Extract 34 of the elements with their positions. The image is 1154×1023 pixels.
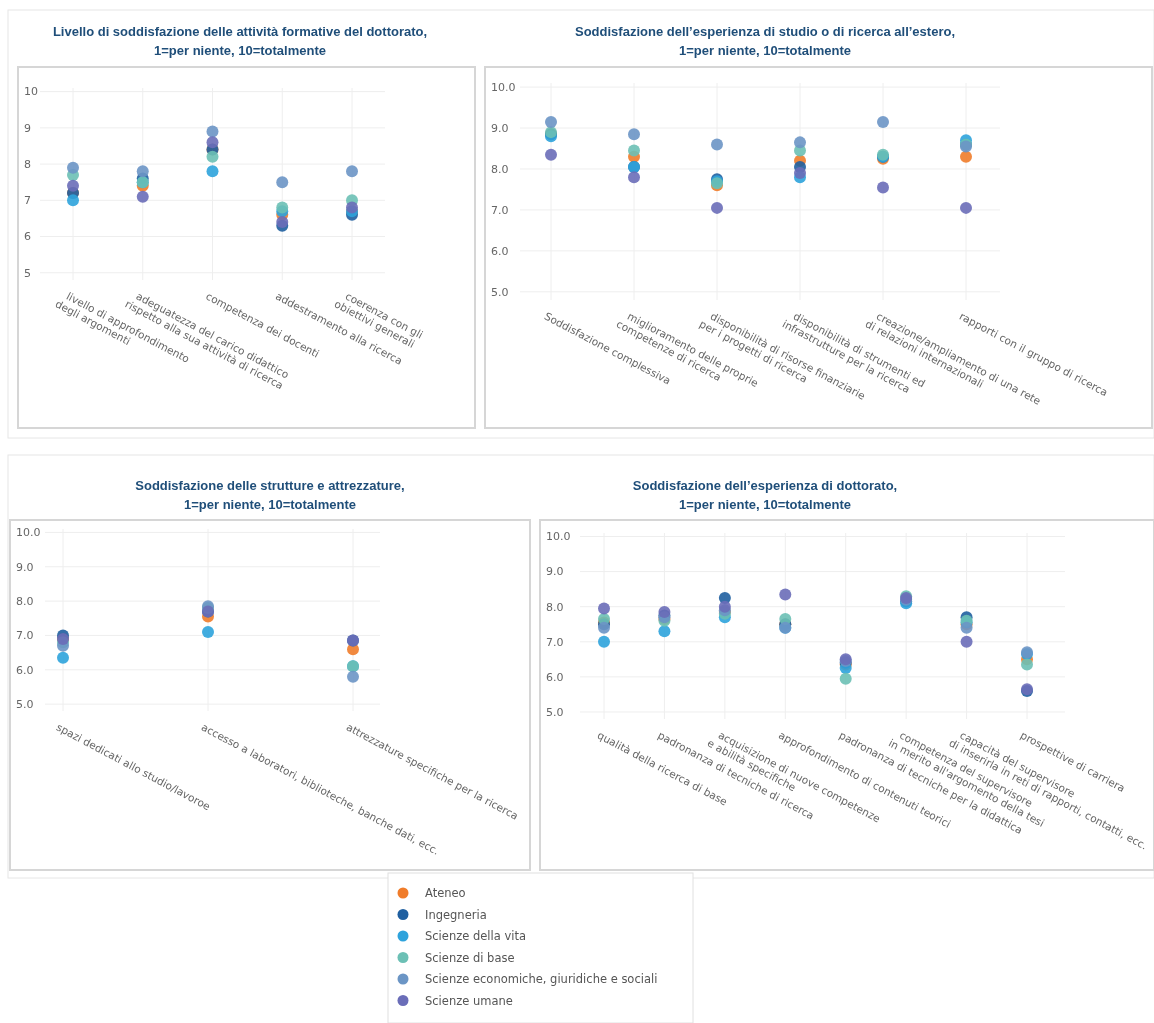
y-tick-label: 7.0 (16, 629, 34, 643)
y-tick-label: 6.0 (491, 244, 509, 258)
y-tick-label: 5.0 (491, 285, 509, 299)
y-tick-label: 6.0 (16, 663, 34, 677)
y-tick-label: 9.0 (546, 565, 564, 579)
y-tick-label: 5.0 (16, 697, 34, 711)
y-tick-label: 7.0 (491, 203, 509, 217)
y-tick-label: 10.0 (491, 80, 516, 94)
legend-label: Scienze economiche, giuridiche e sociali (425, 972, 658, 987)
y-tick-label: 5.0 (546, 705, 564, 719)
y-tick-label: 9.0 (491, 121, 509, 135)
y-tick-label: 8.0 (546, 600, 564, 614)
y-tick-label: 10.0 (16, 526, 41, 540)
legend-label: Scienze umane (425, 993, 513, 1008)
y-tick-label: 8.0 (16, 594, 34, 608)
chart-title: Soddisfazione dell’esperienza di studio o di ricerca all’estero, 1=per niente, 10=totalmente (575, 24, 955, 58)
y-tick-label: 9 (24, 121, 31, 135)
legend-label: Scienze della vita (425, 929, 526, 944)
chart-title: Soddisfazione delle strutture e attrezzature, 1=per niente, 10=totalmente (135, 478, 405, 512)
y-tick-label: 5 (24, 266, 31, 280)
y-tick-label: 8 (24, 157, 31, 171)
y-tick-label: 8.0 (491, 162, 509, 176)
y-tick-label: 9.0 (16, 560, 34, 574)
y-tick-label: 6 (24, 230, 31, 244)
chart-title: Livello di soddisfazione delle attività formative del dottorato, 1=per niente, 10=totalmente (52, 24, 428, 58)
legend-label: Ingegneria (425, 907, 487, 922)
y-tick-label: 7 (24, 194, 31, 208)
chart-title: Soddisfazione dell’esperienza di dottorato, 1=per niente, 10=totalmente (632, 478, 898, 512)
y-tick-label: 10.0 (546, 530, 571, 544)
y-tick-label: 10 (24, 85, 38, 99)
legend-label: Scienze di base (425, 950, 515, 965)
y-tick-label: 7.0 (546, 635, 564, 649)
legend-label: Ateneo (425, 886, 466, 901)
y-tick-label: 6.0 (546, 670, 564, 684)
